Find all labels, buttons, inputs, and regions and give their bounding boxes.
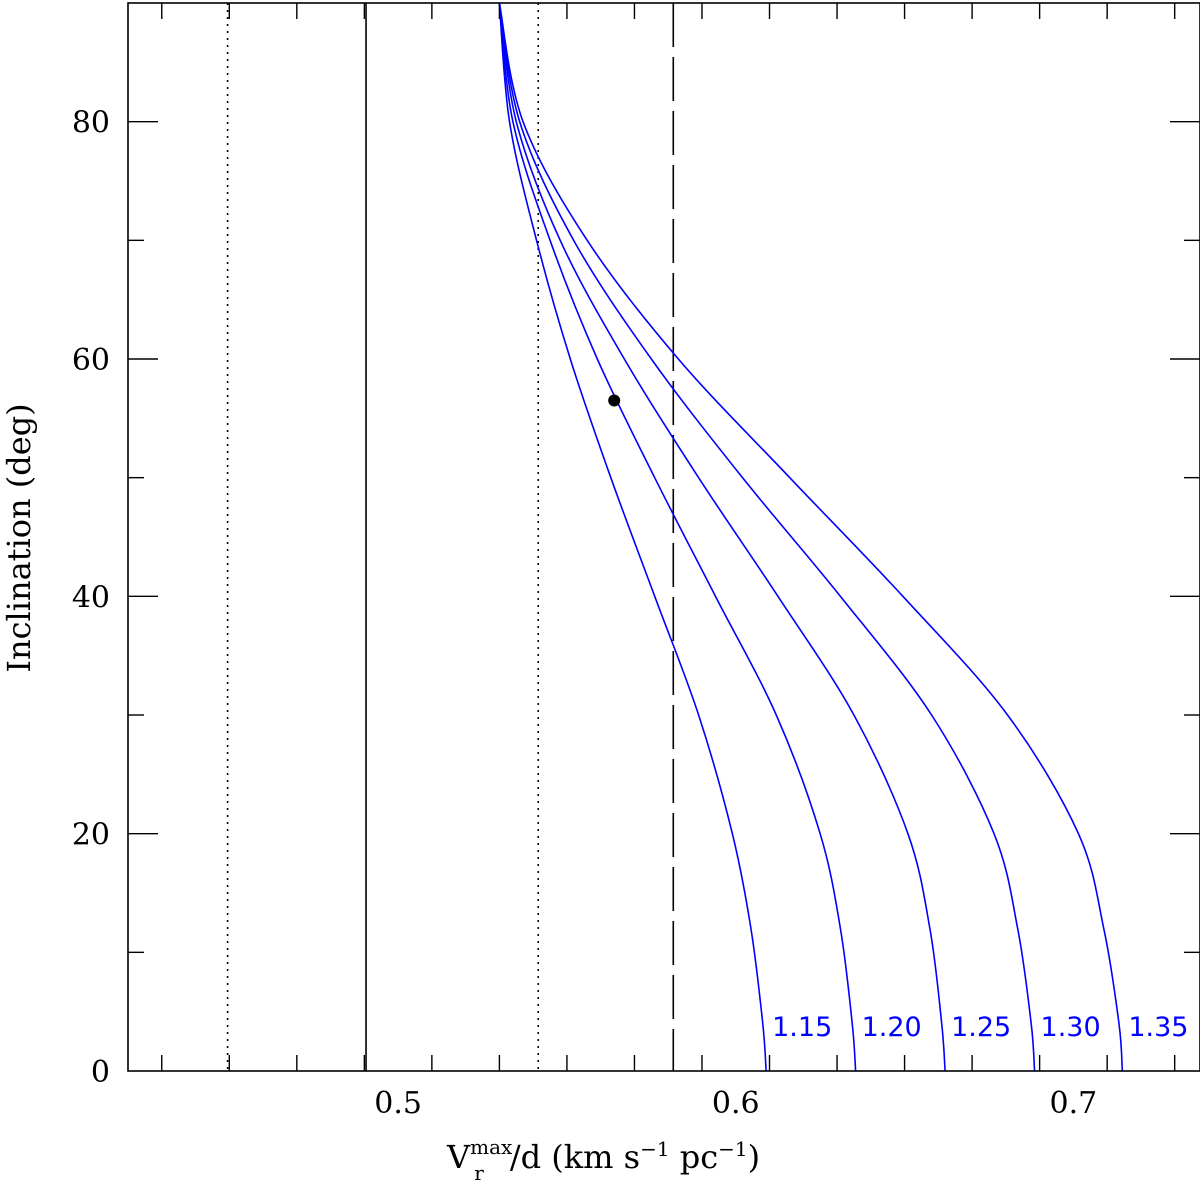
curve-label-1.25: 1.25: [951, 1012, 1011, 1043]
plot-frame: [127, 2, 1200, 1072]
y-tick-label: 20: [72, 818, 110, 853]
curve-1.20: [498, 2, 857, 1072]
y-tick-label: 40: [72, 580, 110, 615]
x-tick-label: 0.6: [712, 1086, 760, 1121]
x-tick-label: 0.7: [1050, 1086, 1098, 1121]
data-point: [608, 394, 621, 407]
y-tick-label: 80: [72, 106, 110, 141]
axis-ticks: [128, 3, 1200, 1071]
curve-label-1.20: 1.20: [862, 1012, 922, 1043]
model-curves: [498, 2, 1124, 1072]
curve-label-1.30: 1.30: [1041, 1012, 1101, 1043]
x-tick-label: 0.5: [374, 1086, 422, 1121]
curve-1.25: [498, 2, 946, 1072]
tick-labels: 0.5 0.6 0.7 0 20 40 60 80: [72, 106, 1097, 1121]
curve-1.15: [498, 2, 767, 1072]
y-tick-label: 60: [72, 343, 110, 378]
curve-label-1.35: 1.35: [1128, 1012, 1188, 1043]
data-points: [608, 394, 621, 407]
reference-lines: [226, 3, 675, 1071]
y-axis-label: Inclination (deg): [0, 403, 38, 672]
curve-label-1.15: 1.15: [772, 1012, 832, 1043]
y-tick-label: 0: [91, 1055, 110, 1090]
curve-labels: 1.15 1.20 1.25 1.30 1.35: [772, 1012, 1188, 1043]
x-axis-label: Vmax r/d (km s−1 pc−1): [446, 1135, 760, 1181]
curve-1.35: [498, 2, 1124, 1072]
curve-1.30: [498, 2, 1036, 1072]
